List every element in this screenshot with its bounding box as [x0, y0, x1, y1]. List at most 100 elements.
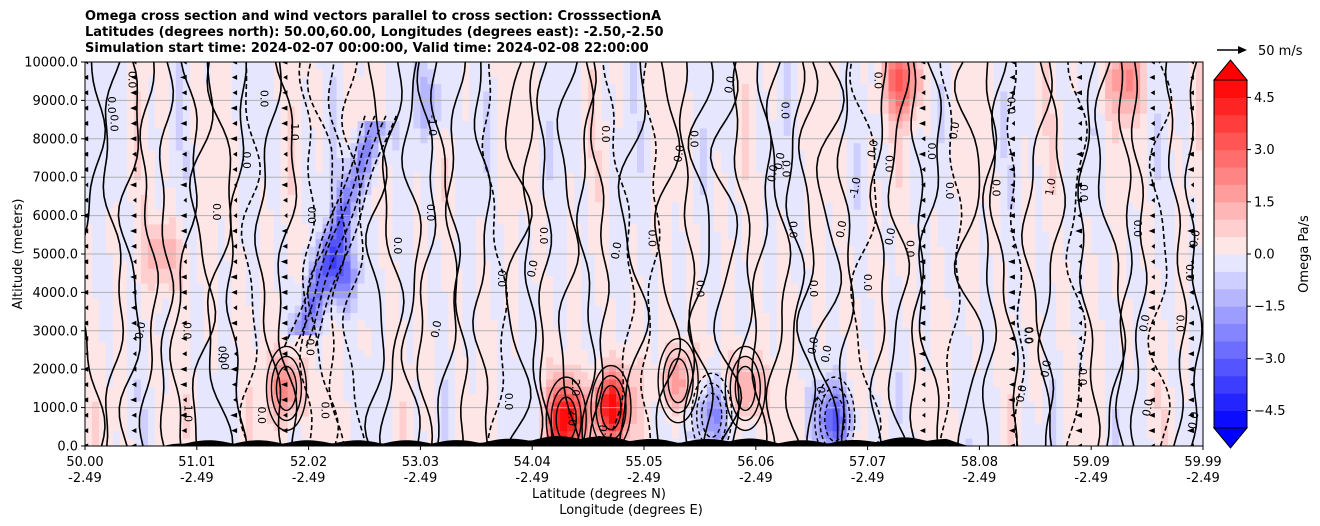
- omega-cell: [553, 128, 561, 137]
- omega-cell: [727, 305, 736, 314]
- omega-cell: [406, 431, 414, 440]
- omega-cell: [308, 283, 316, 292]
- omega-cell: [727, 165, 736, 174]
- omega-cell: [650, 364, 659, 373]
- omega-cell: [713, 135, 722, 144]
- omega-cell: [434, 239, 442, 248]
- omega-cell: [280, 409, 289, 417]
- omega-cell: [98, 298, 107, 307]
- omega-cell: [595, 379, 603, 388]
- omega-cell: [644, 135, 652, 144]
- omega-cell: [364, 401, 372, 410]
- omega-cell: [476, 209, 484, 218]
- omega-cell: [511, 335, 519, 344]
- omega-cell: [476, 416, 484, 425]
- omega-cell: [678, 276, 687, 284]
- omega-cell: [748, 180, 757, 188]
- omega-cell: [413, 298, 421, 307]
- omega-cell: [553, 320, 561, 329]
- omega-cell: [217, 76, 226, 85]
- omega-cell: [490, 239, 498, 248]
- omega-cell: [441, 261, 449, 270]
- omega-cell: [413, 276, 421, 284]
- omega-cell: [692, 135, 701, 144]
- omega-cell: [392, 150, 400, 159]
- omega-cell: [147, 372, 156, 380]
- omega-cell: [287, 91, 296, 100]
- omega-cell: [315, 342, 323, 351]
- omega-cell: [546, 91, 554, 100]
- omega-cell: [189, 76, 198, 85]
- omega-cell: [692, 128, 701, 137]
- omega-cell: [602, 379, 610, 388]
- omega-cell: [469, 113, 477, 122]
- omega-cell: [678, 135, 687, 144]
- omega-cell: [280, 386, 289, 395]
- omega-cell: [147, 180, 156, 188]
- omega-cell: [126, 143, 135, 152]
- omega-cell: [294, 224, 303, 233]
- omega-cell: [238, 69, 247, 78]
- omega-cell: [273, 91, 282, 100]
- omega-cell: [182, 187, 191, 196]
- omega-cell: [560, 386, 568, 395]
- omega-cell: [140, 98, 149, 107]
- omega-cell: [602, 231, 610, 240]
- omega-cell: [175, 379, 184, 388]
- omega-cell: [420, 246, 428, 255]
- omega-cell: [497, 91, 505, 100]
- omega-cell: [287, 254, 296, 262]
- omega-cell: [706, 386, 715, 395]
- omega-cell: [727, 194, 736, 203]
- omega-cell: [357, 172, 365, 181]
- omega-cell: [748, 121, 757, 129]
- omega-cell: [112, 84, 121, 92]
- omega-cell: [497, 121, 505, 129]
- omega-cell: [602, 224, 610, 233]
- omega-cell: [469, 180, 477, 188]
- omega-cell: [420, 320, 428, 329]
- omega-cell: [308, 217, 316, 225]
- omega-cell: [91, 357, 100, 366]
- omega-cell: [734, 158, 743, 166]
- omega-cell: [371, 335, 379, 344]
- omega-cell: [98, 231, 107, 240]
- omega-cell: [147, 76, 156, 85]
- omega-cell: [385, 231, 393, 240]
- omega-cell: [532, 143, 540, 152]
- omega-cell: [539, 298, 547, 307]
- omega-cell: [699, 187, 708, 196]
- omega-cell: [483, 202, 491, 211]
- omega-cell: [343, 202, 351, 211]
- omega-cell: [734, 342, 743, 351]
- omega-cell: [112, 217, 121, 225]
- omega-cell: [112, 431, 121, 440]
- omega-cell: [364, 409, 372, 417]
- omega-cell: [664, 150, 673, 159]
- omega-cell: [546, 158, 554, 166]
- omega-cell: [133, 158, 142, 166]
- omega-cell: [98, 342, 107, 351]
- omega-cell: [678, 224, 687, 233]
- omega-cell: [105, 106, 114, 115]
- omega-cell: [476, 165, 484, 174]
- omega-cell: [720, 372, 729, 380]
- omega-cell: [91, 135, 100, 144]
- omega-cell: [378, 438, 386, 446]
- omega-cell: [588, 379, 596, 388]
- omega-cell: [462, 305, 470, 314]
- omega-cell: [427, 327, 435, 336]
- omega-cell: [413, 327, 421, 336]
- omega-cell: [343, 416, 351, 425]
- omega-cell: [741, 401, 750, 410]
- omega-cell: [560, 423, 568, 432]
- omega-cell: [462, 261, 470, 270]
- omega-cell: [539, 246, 547, 255]
- omega-cell: [504, 91, 512, 100]
- omega-cell: [734, 209, 743, 218]
- omega-cell: [420, 209, 428, 218]
- omega-cell: [413, 180, 421, 188]
- omega-cell: [567, 121, 575, 129]
- omega-cell: [336, 327, 344, 336]
- omega-cell: [741, 364, 750, 373]
